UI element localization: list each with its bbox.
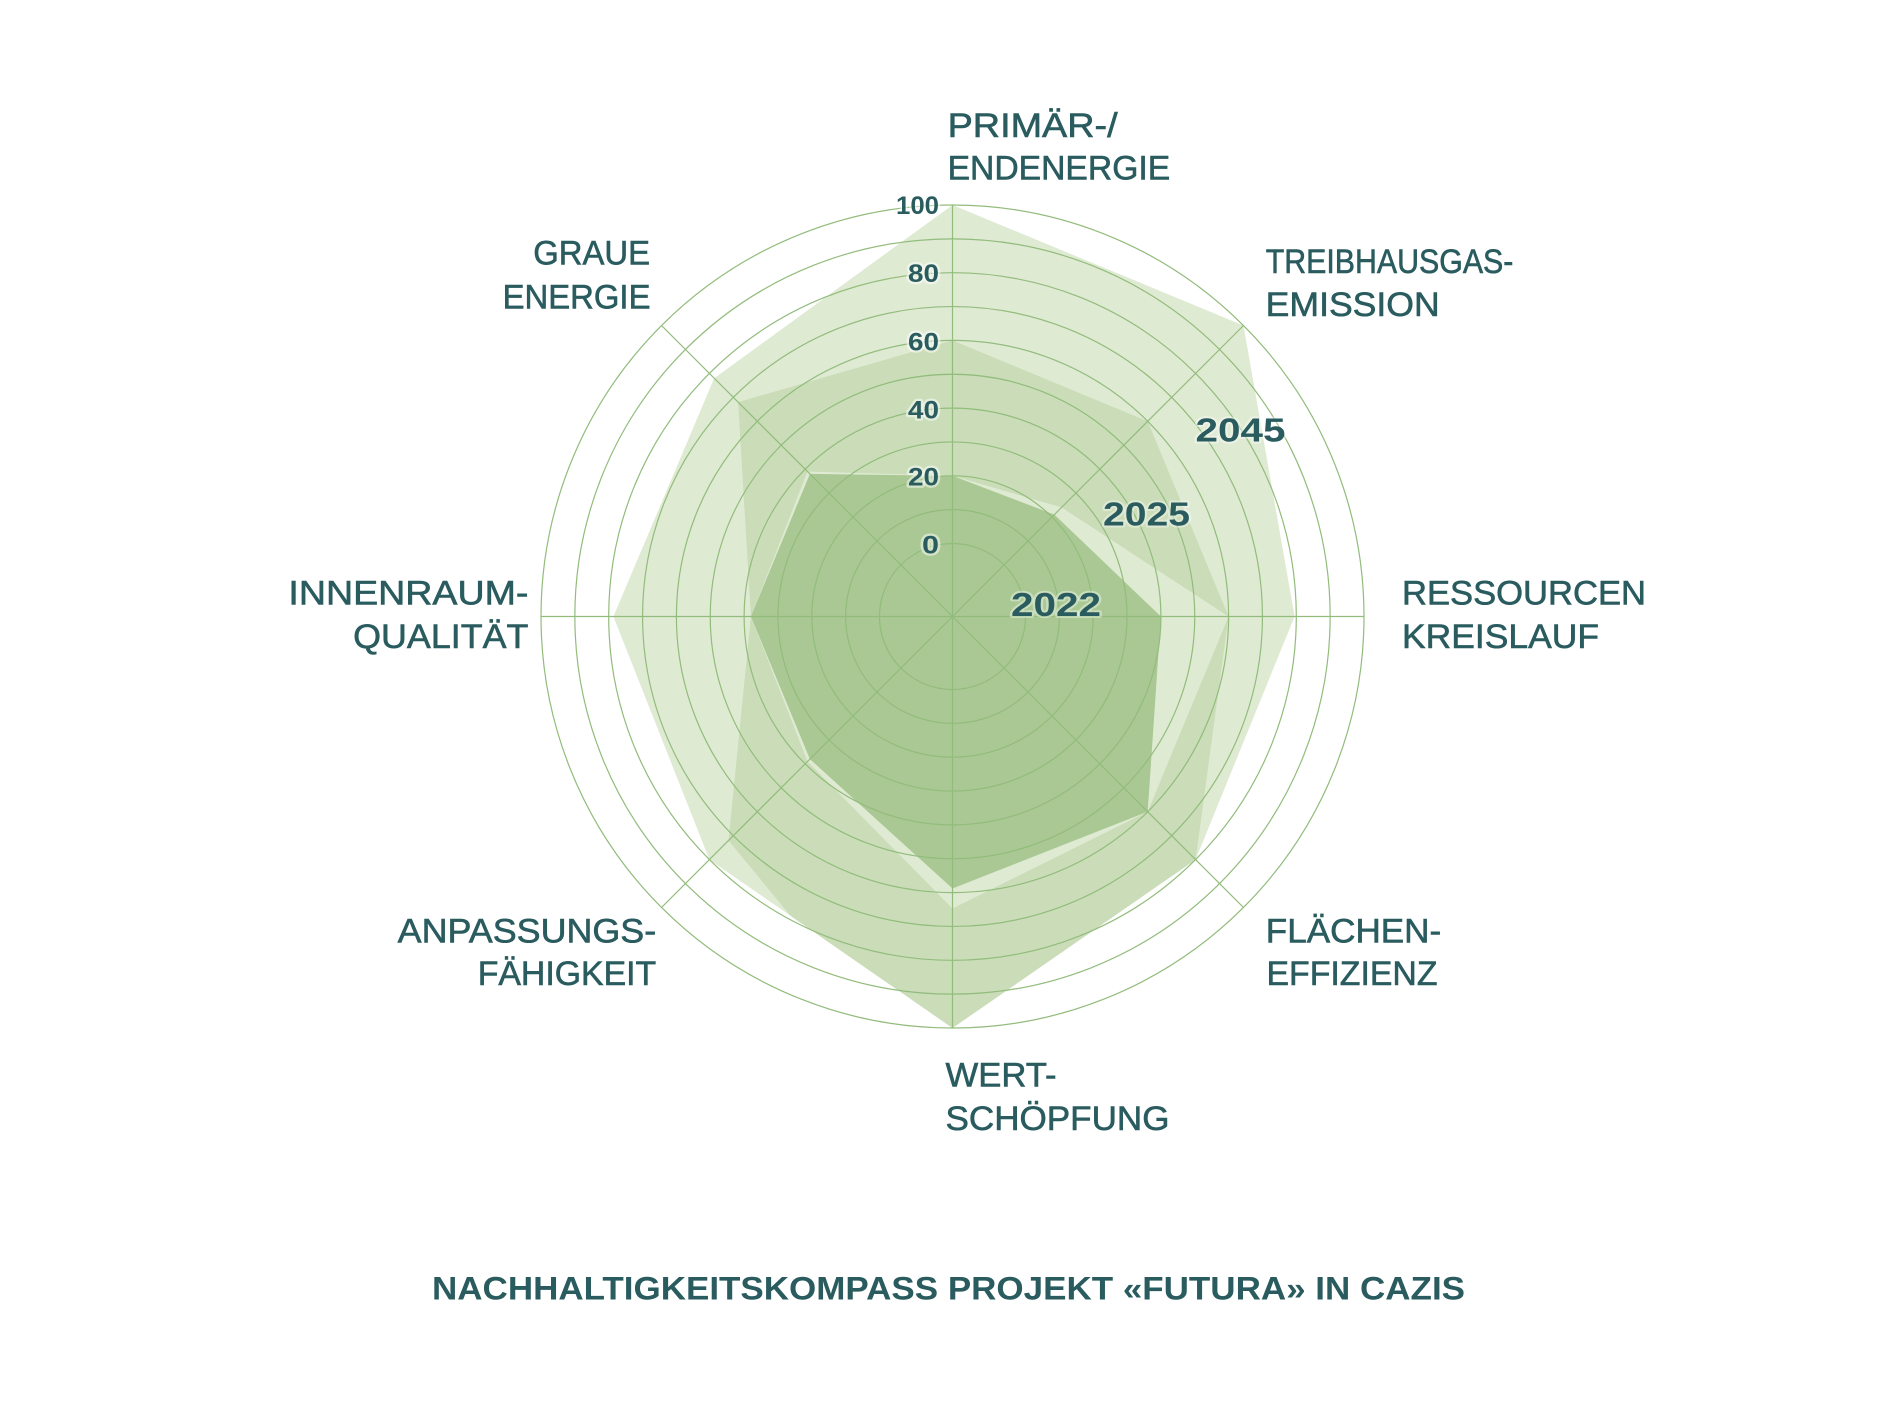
svg-text:FLÄCHEN-: FLÄCHEN- [1266,913,1441,951]
svg-text:TREIBHAUSGAS-: TREIBHAUSGAS- [1266,243,1514,281]
svg-text:2022: 2022 [1011,586,1101,623]
svg-text:QUALITÄT: QUALITÄT [353,618,528,656]
svg-text:GRAUE: GRAUE [533,235,650,273]
svg-text:KREISLAUF: KREISLAUF [1402,618,1599,656]
svg-text:ENERGIE: ENERGIE [503,278,651,316]
svg-text:EFFIZIENZ: EFFIZIENZ [1267,955,1438,993]
svg-text:NACHHALTIGKEITSKOMPASS PROJEKT: NACHHALTIGKEITSKOMPASS PROJEKT «FUTURA» … [432,1271,1465,1307]
svg-text:EMISSION: EMISSION [1266,286,1440,324]
svg-text:20: 20 [908,464,939,492]
svg-text:ENDENERGIE: ENDENERGIE [948,150,1171,188]
svg-text:80: 80 [908,260,939,288]
svg-text:2045: 2045 [1196,412,1286,449]
svg-text:ANPASSUNGS-: ANPASSUNGS- [398,913,657,951]
svg-text:100: 100 [896,192,939,220]
svg-text:PRIMÄR-/: PRIMÄR-/ [948,107,1119,145]
svg-text:INNENRAUM-: INNENRAUM- [288,574,528,612]
svg-text:2025: 2025 [1103,496,1190,533]
svg-text:60: 60 [908,328,939,356]
svg-text:FÄHIGKEIT: FÄHIGKEIT [478,955,657,993]
svg-text:0: 0 [922,532,939,560]
svg-text:SCHÖPFUNG: SCHÖPFUNG [946,1100,1170,1138]
svg-text:RESSOURCEN: RESSOURCEN [1402,574,1646,612]
svg-text:40: 40 [908,396,939,424]
svg-text:WERT-: WERT- [946,1056,1057,1094]
